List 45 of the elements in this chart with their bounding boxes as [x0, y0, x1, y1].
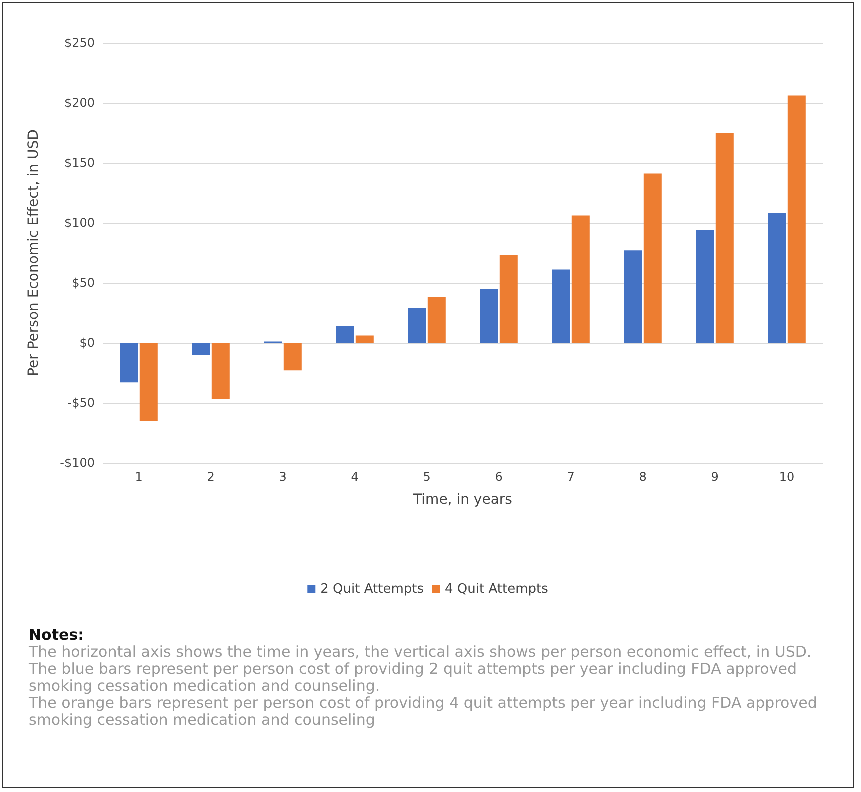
x-tick-label: 8: [639, 470, 647, 484]
bar: [500, 255, 518, 343]
legend-label: 4 Quit Attempts: [445, 582, 549, 597]
y-tick-label: $250: [64, 36, 95, 50]
y-tick-label: $50: [72, 276, 95, 290]
bar: [284, 343, 302, 371]
bar: [696, 230, 714, 343]
x-tick-label: 6: [495, 470, 503, 484]
text: The blue bars represent per person cost of providing 2 quit attempts per year including FDA approved smoking cessation medication and counseling.: [29, 660, 798, 695]
bar: [552, 270, 570, 343]
y-tick-label: -$50: [68, 396, 95, 410]
y-tick-label: $0: [80, 336, 95, 350]
bar: [716, 133, 734, 343]
bar: [212, 343, 230, 400]
x-tick-label: 10: [779, 470, 795, 484]
bar: [768, 213, 786, 343]
bar: [480, 289, 498, 343]
bar: [192, 343, 210, 355]
y-axis-title: Per Person Economic Effect, in USD: [26, 130, 42, 376]
text: The horizontal axis shows the time in years, the vertical axis shows per person economic effect, in USD.: [29, 643, 813, 661]
text: Notes:: [29, 626, 86, 644]
bar: [624, 250, 642, 343]
x-tick-label: 3: [279, 470, 287, 484]
y-tick-label: $150: [64, 156, 95, 170]
y-tick-label: $100: [64, 216, 95, 230]
x-tick-label: 9: [711, 470, 719, 484]
bar: [788, 96, 806, 343]
bar: [408, 308, 426, 343]
x-tick-label: 7: [567, 470, 575, 484]
x-axis-title: Time, in years: [412, 492, 512, 508]
x-tick-label: 1: [135, 470, 143, 484]
x-tick-label: 2: [207, 470, 215, 484]
y-tick-label: $200: [64, 96, 95, 110]
text: The orange bars represent per person cost of providing 4 quit attempts per year including FDA approved smoking cessation medication and counseling: [29, 694, 818, 729]
bar: [428, 297, 446, 343]
x-tick-label: 5: [423, 470, 431, 484]
bar: [140, 343, 158, 421]
bar: [120, 343, 138, 383]
bar: [336, 326, 354, 343]
bar: [572, 216, 590, 343]
y-tick-label: -$100: [60, 456, 95, 470]
bar: [356, 336, 374, 343]
bar: [644, 174, 662, 343]
x-tick-label: 4: [351, 470, 359, 484]
legend-label: 2 Quit Attempts: [320, 582, 424, 597]
